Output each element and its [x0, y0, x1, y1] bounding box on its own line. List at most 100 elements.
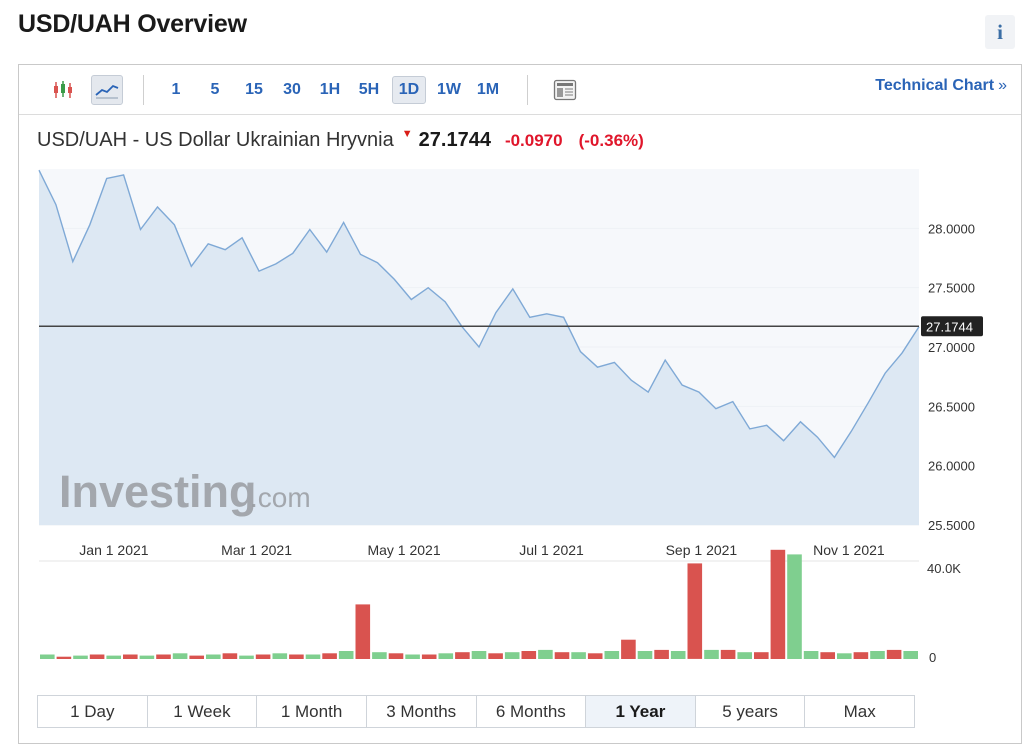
- technical-chart-link[interactable]: Technical Chart»: [875, 77, 1007, 95]
- y-axis: 28.0000 27.5000 27.0000 26.5000 26.0000 25.50…: [928, 221, 975, 533]
- volume-bar: [272, 653, 288, 659]
- volume-bar: [837, 653, 852, 659]
- volume-bar: [255, 654, 271, 659]
- volume-bar: [372, 652, 387, 659]
- price-chart[interactable]: Investing .com 27.1744 28.0000 27.5000 27.…: [19, 65, 1021, 693]
- volume-bar: [139, 655, 155, 659]
- volume-bar: [189, 655, 204, 659]
- volume-bar: [704, 649, 719, 659]
- toolbar-divider: [143, 75, 144, 105]
- current-price-tag-bg: [921, 316, 983, 337]
- x-tick-label: Mar 1 2021: [221, 542, 292, 558]
- watermark-brand: Investing: [59, 466, 257, 517]
- chart-toolbar: 1 5 15 30 1H 5H 1D 1W 1M Technical Chart…: [19, 65, 1021, 115]
- volume-bar: [239, 655, 254, 659]
- line-chart-icon[interactable]: [91, 75, 123, 105]
- range-1-week[interactable]: 1 Week: [147, 696, 258, 727]
- volume-bar: [670, 651, 686, 659]
- price-line: [38, 169, 920, 459]
- range-1-day[interactable]: 1 Day: [38, 696, 148, 727]
- investing-watermark: Investing .com: [59, 466, 311, 517]
- interval-1[interactable]: 1: [171, 81, 181, 98]
- volume-bar: [870, 651, 885, 659]
- x-tick-label: Nov 1 2021: [813, 542, 885, 558]
- volume-bar: [571, 652, 586, 659]
- volume-bar: [521, 651, 537, 659]
- volume-bar: [206, 654, 221, 659]
- interval-5[interactable]: 5: [210, 81, 220, 98]
- current-price-label: 27.1744: [926, 319, 973, 334]
- range-selector: 1 Day 1 Week 1 Month 3 Months 6 Months 1…: [37, 695, 915, 728]
- chevron-right-icon: »: [998, 77, 1007, 94]
- volume-bar: [222, 653, 238, 659]
- volume-bar: [56, 656, 72, 659]
- volume-bar: [421, 654, 437, 659]
- y-tick-label: 27.0000: [928, 340, 975, 355]
- candlestick-icon[interactable]: [47, 75, 79, 105]
- volume-bar: [123, 654, 138, 659]
- volume-bar: [322, 653, 337, 659]
- volume-max-label: 40.0K: [927, 561, 961, 576]
- last-price: 27.1744: [418, 129, 491, 151]
- quote-header: USD/UAH - US Dollar Ukrainian Hryvnia ▼ …: [37, 128, 644, 155]
- volume-bar: [106, 655, 121, 659]
- layout-icon[interactable]: [549, 75, 581, 105]
- y-tick-label: 27.5000: [928, 281, 975, 296]
- y-tick-label: 25.5000: [928, 518, 975, 533]
- volume-bar: [156, 654, 171, 659]
- instrument-name: USD/UAH - US Dollar Ukrainian Hryvnia: [37, 129, 394, 151]
- volume-bar: [73, 655, 88, 659]
- range-3-months[interactable]: 3 Months: [366, 696, 477, 727]
- watermark-suffix: .com: [250, 482, 311, 513]
- x-tick-label: May 1 2021: [367, 542, 440, 558]
- volume-bar: [554, 652, 570, 659]
- volume-bar: [604, 651, 620, 659]
- x-tick-label: Sep 1 2021: [666, 542, 738, 558]
- technical-chart-label: Technical Chart: [875, 77, 995, 94]
- volume-bar: [289, 654, 304, 659]
- volume-bar: [538, 649, 553, 659]
- x-tick-label: Jul 1 2021: [519, 542, 584, 558]
- volume-bar: [405, 654, 420, 659]
- current-price-tag: 27.1744: [921, 316, 983, 337]
- volume-bar: [40, 654, 55, 659]
- volume-bar: [455, 652, 470, 659]
- interval-1d[interactable]: 1D: [392, 76, 426, 104]
- info-icon[interactable]: i: [985, 15, 1015, 49]
- price-change-percent: (-0.36%): [578, 131, 644, 150]
- volume-bar: [587, 653, 603, 659]
- page-title: USD/UAH Overview: [18, 10, 247, 38]
- interval-1m[interactable]: 1M: [476, 81, 500, 98]
- volume-zero-label: 0: [929, 650, 936, 665]
- volume-bars: [40, 549, 918, 659]
- volume-bar: [438, 653, 454, 659]
- volume-bar: [737, 652, 752, 659]
- interval-5h[interactable]: 5H: [358, 81, 380, 98]
- volume-bar: [770, 549, 786, 659]
- volume-bar: [621, 639, 636, 659]
- chart-panel: 1 5 15 30 1H 5H 1D 1W 1M Technical Chart…: [18, 64, 1022, 744]
- range-6-months[interactable]: 6 Months: [476, 696, 587, 727]
- volume-bar: [305, 654, 321, 659]
- volume-bar: [172, 653, 188, 659]
- volume-bar: [504, 652, 520, 659]
- range-5-years[interactable]: 5 years: [695, 696, 806, 727]
- range-1-month[interactable]: 1 Month: [257, 696, 367, 727]
- interval-1h[interactable]: 1H: [319, 81, 341, 98]
- range-1-year[interactable]: 1 Year: [586, 696, 696, 727]
- volume-bar: [338, 651, 354, 659]
- interval-30[interactable]: 30: [283, 81, 301, 98]
- y-tick-label: 28.0000: [928, 221, 975, 236]
- down-arrow-icon: ▼: [401, 128, 413, 140]
- volume-bar: [903, 651, 918, 659]
- interval-1w[interactable]: 1W: [437, 81, 461, 98]
- toolbar-divider: [527, 75, 528, 105]
- interval-15[interactable]: 15: [245, 81, 263, 98]
- volume-bar: [355, 604, 371, 659]
- range-max[interactable]: Max: [805, 696, 914, 727]
- x-tick-label: Jan 1 2021: [79, 542, 148, 558]
- volume-bar: [886, 649, 902, 659]
- price-change: -0.0970: [504, 131, 563, 150]
- y-tick-label: 26.0000: [928, 459, 975, 474]
- volume-bar: [388, 653, 404, 659]
